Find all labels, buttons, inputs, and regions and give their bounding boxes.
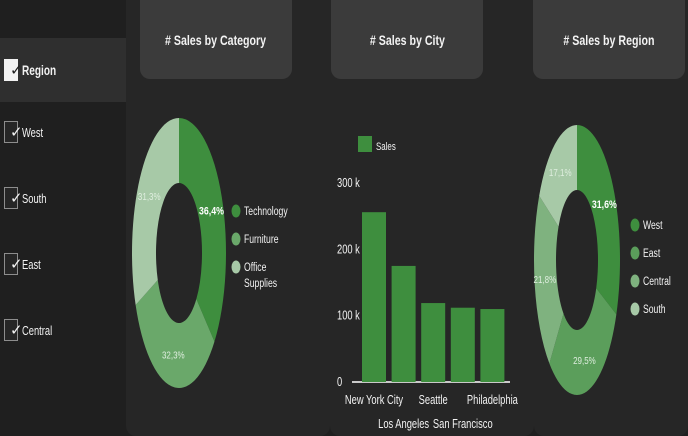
filter-header-label: Region xyxy=(22,62,57,78)
region-filter-panel: ✓ Region ✓ West ✓ South ✓ East ✓ Central xyxy=(0,0,126,436)
category-chart-title: # Sales by Category xyxy=(165,31,267,48)
region-chart-title: # Sales by Region xyxy=(563,31,655,48)
check-icon: ✓ xyxy=(10,321,23,339)
city-bar-chart: Sales 0 100 k 200 k 300 k New York City Los An… xyxy=(337,136,518,431)
check-icon: ✓ xyxy=(10,255,23,273)
legend-label: Office xyxy=(244,262,267,275)
legend-label: Technology xyxy=(244,206,288,219)
legend-label: Supplies xyxy=(244,278,277,291)
legend-swatch xyxy=(358,136,372,152)
x-tick-label: Philadelphia xyxy=(467,394,519,408)
donut-slice-east[interactable] xyxy=(549,288,617,395)
data-label: 31,6% xyxy=(592,199,617,211)
filter-header-region[interactable]: ✓ Region xyxy=(0,38,126,102)
bar-los-angeles[interactable] xyxy=(391,265,416,382)
filter-item-label: East xyxy=(22,256,41,272)
donut-slice-furniture[interactable] xyxy=(135,279,215,388)
y-tick-label: 300 k xyxy=(337,177,360,191)
data-label: 29,5% xyxy=(573,355,596,366)
city-title-tile: # Sales by City xyxy=(331,0,483,79)
legend-label: Sales xyxy=(376,141,396,154)
bar-seattle[interactable] xyxy=(421,303,446,382)
legend-label: East xyxy=(643,248,660,261)
x-tick-label: Seattle xyxy=(419,394,448,408)
legend-swatch xyxy=(630,246,640,260)
legend-swatch xyxy=(231,260,241,274)
east-checkbox[interactable]: ✓ xyxy=(4,253,23,275)
legend-swatch xyxy=(630,302,640,316)
donut-slice-west[interactable] xyxy=(577,125,620,315)
bar-philadelphia[interactable] xyxy=(480,309,505,382)
category-legend: Technology Furniture Office Supplies xyxy=(231,204,288,291)
central-checkbox[interactable]: ✓ xyxy=(4,319,23,341)
x-tick-label: Los Angeles xyxy=(378,418,429,432)
check-icon: ✓ xyxy=(10,123,23,141)
west-checkbox[interactable]: ✓ xyxy=(4,121,23,143)
legend-swatch xyxy=(630,218,640,232)
category-title-tile: # Sales by Category xyxy=(140,0,292,79)
filter-item-south[interactable]: ✓ South xyxy=(0,166,126,230)
bar-san-francisco[interactable] xyxy=(450,307,475,382)
legend-swatch xyxy=(231,204,241,218)
x-tick-label: New York City xyxy=(345,394,403,408)
filter-item-central[interactable]: ✓ Central xyxy=(0,298,126,362)
data-label: 31,3% xyxy=(138,191,161,202)
filter-item-label: South xyxy=(22,190,47,206)
donut-slice-central[interactable] xyxy=(533,195,564,364)
filter-item-east[interactable]: ✓ East xyxy=(0,232,126,296)
bar-new-york-city[interactable] xyxy=(362,212,386,382)
legend-swatch xyxy=(231,232,241,246)
legend-label: Central xyxy=(643,276,671,289)
donut-slice-south[interactable] xyxy=(539,125,577,227)
y-tick-label: 200 k xyxy=(337,243,360,257)
region-legend: West East Central South xyxy=(630,218,671,317)
legend-swatch xyxy=(630,274,640,288)
y-tick-label: 0 xyxy=(337,376,342,390)
check-icon: ✓ xyxy=(10,189,23,207)
filter-item-label: Central xyxy=(22,322,53,338)
legend-label: Furniture xyxy=(244,234,279,247)
city-chart-title: # Sales by City xyxy=(369,31,445,48)
data-label: 32,3% xyxy=(162,349,185,360)
x-tick-label: San Francisco xyxy=(433,418,493,432)
donut-slice-office-supplies[interactable] xyxy=(132,117,180,306)
legend-label: West xyxy=(643,220,663,233)
data-label: 17,1% xyxy=(549,167,572,178)
data-label: 36,4% xyxy=(199,206,224,218)
south-checkbox[interactable]: ✓ xyxy=(4,187,23,209)
region-checkbox[interactable]: ✓ xyxy=(4,59,23,81)
region-title-tile: # Sales by Region xyxy=(533,0,685,79)
filter-item-label: West xyxy=(22,124,44,140)
data-label: 21,8% xyxy=(534,274,557,285)
category-donut-chart: 36,4% 32,3% 31,3% xyxy=(132,117,226,388)
donut-slice-technology[interactable] xyxy=(179,118,226,342)
check-icon: ✓ xyxy=(10,61,23,79)
y-tick-label: 100 k xyxy=(337,309,360,323)
filter-item-west[interactable]: ✓ West xyxy=(0,100,126,164)
region-donut-chart: 31,6% 29,5% 21,8% 17,1% xyxy=(534,125,620,395)
legend-label: South xyxy=(643,304,666,317)
